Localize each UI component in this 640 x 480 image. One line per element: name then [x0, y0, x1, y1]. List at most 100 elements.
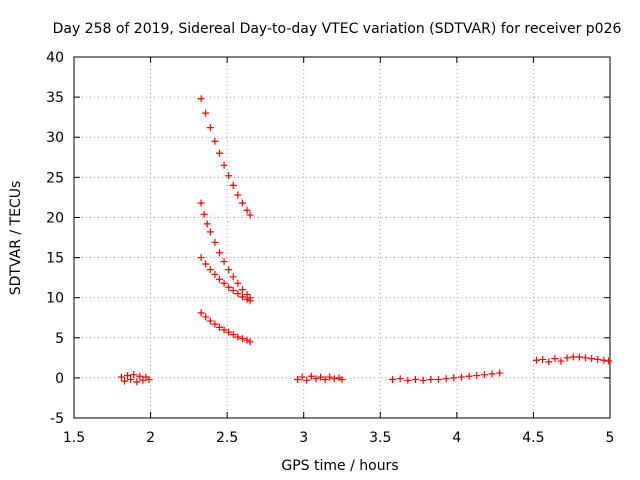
data-point	[206, 228, 214, 236]
data-point	[412, 375, 420, 383]
series-arc-22	[197, 199, 254, 302]
y-tick-label: 30	[46, 130, 64, 146]
data-point	[202, 260, 210, 268]
data-point	[139, 376, 147, 384]
data-point	[215, 249, 223, 257]
data-point	[220, 161, 228, 169]
data-point	[243, 295, 251, 303]
data-point	[539, 355, 547, 363]
data-point	[234, 290, 242, 298]
data-point	[225, 266, 233, 274]
data-point	[225, 283, 233, 291]
x-tick-label: 1.5	[63, 430, 85, 446]
data-point	[211, 238, 219, 246]
data-point	[225, 172, 233, 180]
data-point	[488, 370, 496, 378]
data-point	[215, 275, 223, 283]
data-point	[133, 378, 141, 386]
y-tick-label: 20	[46, 210, 64, 226]
data-point	[234, 191, 242, 199]
series-band-4.5-5h	[532, 353, 612, 366]
data-point	[243, 206, 251, 214]
data-point	[246, 211, 254, 219]
data-point	[419, 376, 427, 384]
data-point	[427, 375, 435, 383]
data-point	[581, 354, 589, 362]
data-point	[200, 210, 208, 218]
grid	[74, 57, 610, 418]
data-point	[396, 375, 404, 383]
data-point	[238, 293, 246, 301]
data-point	[594, 355, 602, 363]
data-point	[330, 375, 338, 383]
data-point	[465, 372, 473, 380]
data-point	[220, 258, 228, 266]
data-point	[569, 353, 577, 361]
data-point	[202, 313, 210, 321]
series-drift-3.6-4.3h	[389, 369, 504, 384]
data-point	[215, 149, 223, 157]
data-point	[563, 354, 571, 362]
data-point	[389, 375, 397, 383]
data-point	[127, 375, 135, 383]
data-point	[202, 109, 210, 117]
y-tick-label: 35	[46, 90, 64, 106]
x-tick-label: 3	[299, 430, 308, 446]
y-axis-label: SDTVAR / TECUs	[8, 181, 24, 296]
y-tick-label: 40	[46, 50, 64, 66]
data-point	[234, 279, 242, 287]
data-point	[229, 331, 237, 339]
data-point	[243, 336, 251, 344]
data-point	[588, 355, 596, 363]
data-point	[203, 220, 211, 228]
data-point	[220, 279, 228, 287]
axis-ticks	[73, 56, 611, 419]
data-point	[234, 333, 242, 341]
data-point	[197, 95, 205, 103]
data-point	[326, 373, 334, 381]
data-point	[246, 297, 254, 305]
x-tick-labels: 1.5 2 2.5 3 3.5 4 4.5 5	[63, 430, 615, 446]
data-point	[604, 357, 612, 365]
data-point	[473, 371, 481, 379]
data-point	[303, 376, 311, 384]
data-point	[238, 335, 246, 343]
y-tick-label: 5	[55, 331, 64, 347]
data-point	[434, 375, 442, 383]
data-point	[404, 376, 412, 384]
x-tick-label: 2.5	[216, 430, 238, 446]
data-point	[215, 323, 223, 331]
data-point	[442, 375, 450, 383]
data-point	[238, 286, 246, 294]
data-point	[145, 375, 153, 383]
data-point	[551, 355, 559, 363]
data-point	[197, 199, 205, 207]
data-point	[575, 353, 583, 361]
data-point	[307, 372, 315, 380]
data-point	[457, 373, 465, 381]
data-point	[211, 270, 219, 278]
y-tick-label: 10	[46, 291, 64, 307]
data-point	[557, 357, 565, 365]
data-point	[130, 371, 138, 379]
data-point	[211, 137, 219, 145]
data-point	[246, 338, 254, 346]
data-point	[197, 309, 205, 317]
data-point	[136, 372, 144, 380]
data-point	[496, 369, 504, 377]
data-point	[229, 286, 237, 294]
data-point	[532, 356, 540, 364]
data-point	[124, 371, 132, 379]
data-point	[317, 373, 325, 381]
data-point	[229, 273, 237, 281]
x-tick-label: 4	[452, 430, 461, 446]
data-point	[450, 374, 458, 382]
data-point	[294, 375, 302, 383]
series-arc-35	[197, 95, 254, 219]
data-point	[298, 373, 306, 381]
data-point	[206, 124, 214, 132]
series-cluster-3.0h	[294, 372, 346, 384]
data-point	[338, 375, 346, 383]
y-tick-label: -5	[50, 411, 64, 427]
x-tick-label: 5	[606, 430, 615, 446]
